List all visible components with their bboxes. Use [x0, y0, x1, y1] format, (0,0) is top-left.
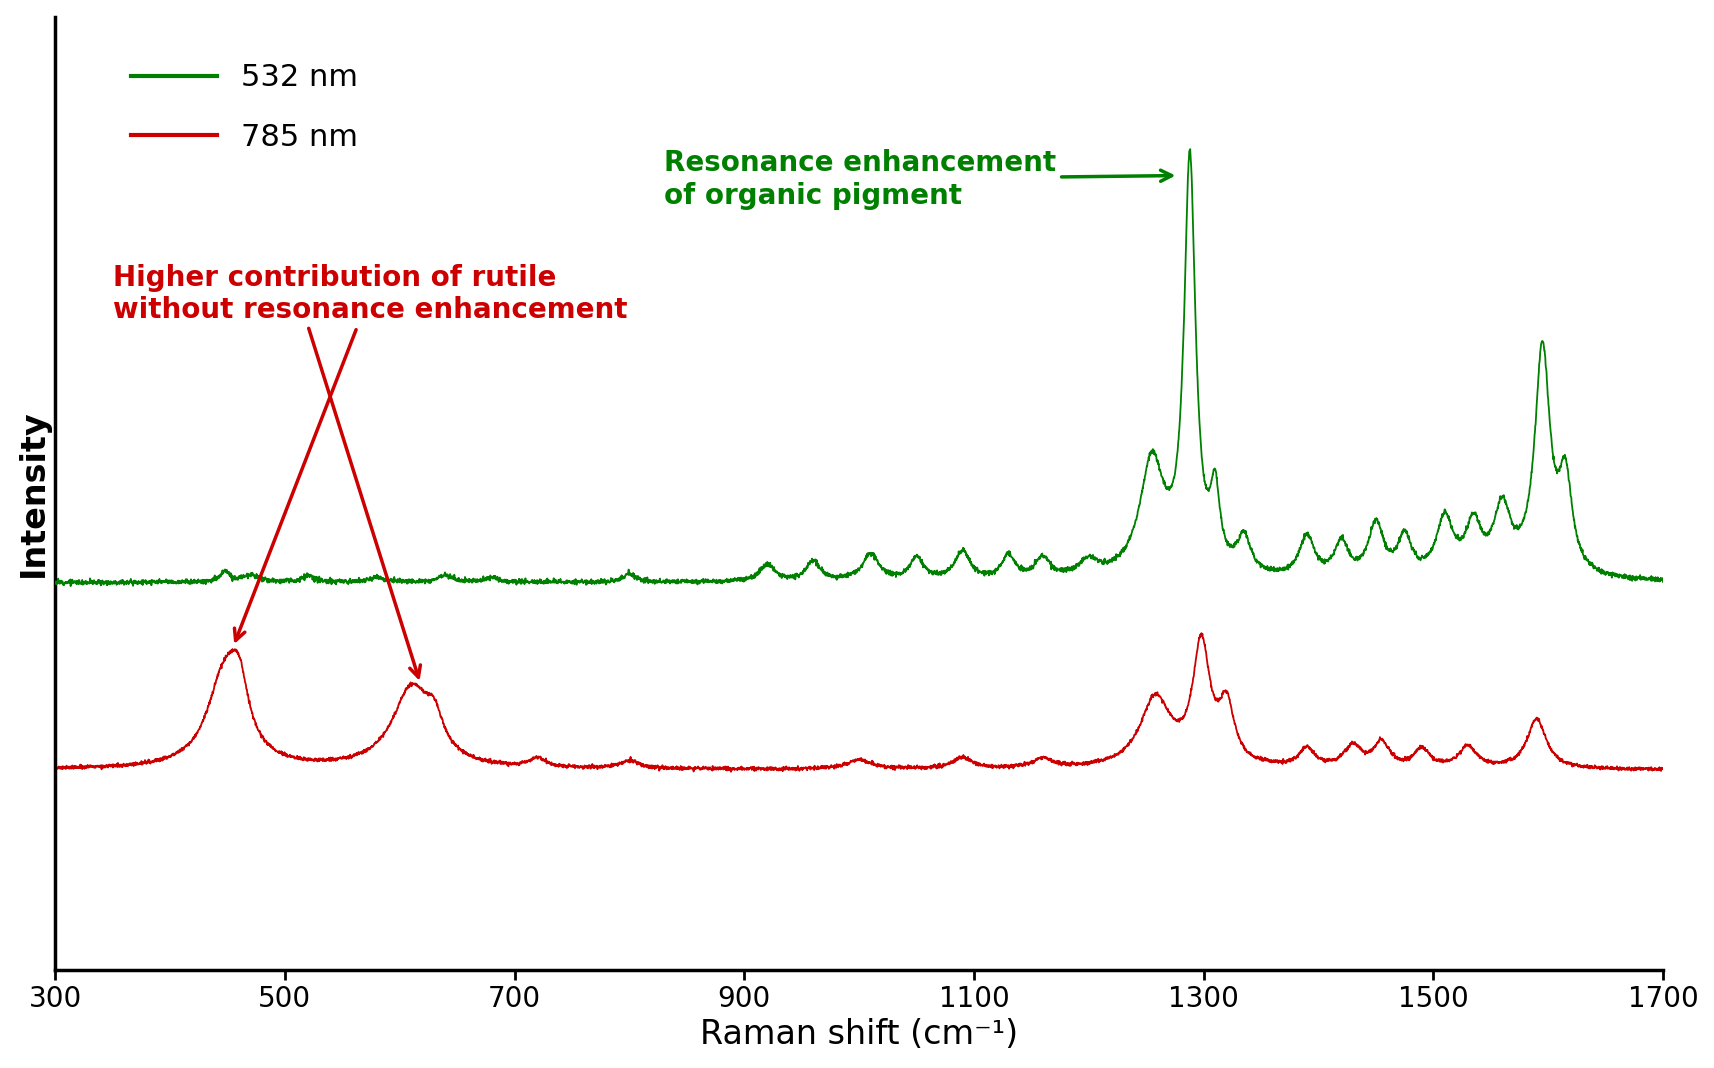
Y-axis label: Intensity: Intensity	[17, 410, 50, 577]
X-axis label: Raman shift (cm⁻¹): Raman shift (cm⁻¹)	[699, 1018, 1018, 1051]
Text: Resonance enhancement
of organic pigment: Resonance enhancement of organic pigment	[663, 150, 1171, 209]
Legend: 532 nm, 785 nm: 532 nm, 785 nm	[118, 51, 370, 164]
Text: Higher contribution of rutile
without resonance enhancement: Higher contribution of rutile without re…	[113, 264, 627, 641]
